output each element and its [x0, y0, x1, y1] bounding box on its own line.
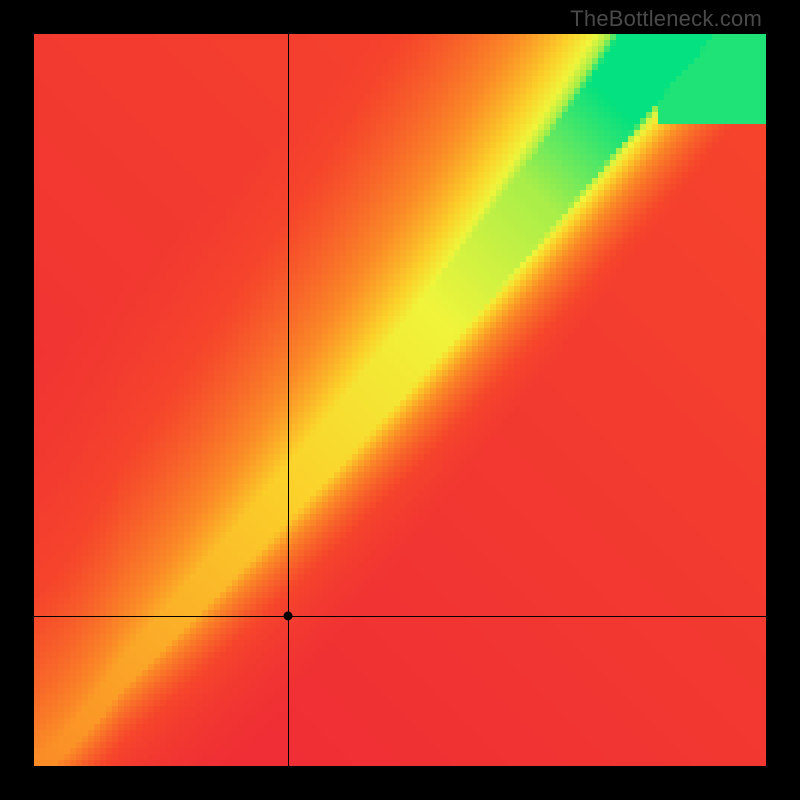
bottleneck-heatmap [34, 34, 766, 766]
heatmap-container: TheBottleneck.com [0, 0, 800, 800]
watermark-text: TheBottleneck.com [570, 6, 762, 32]
